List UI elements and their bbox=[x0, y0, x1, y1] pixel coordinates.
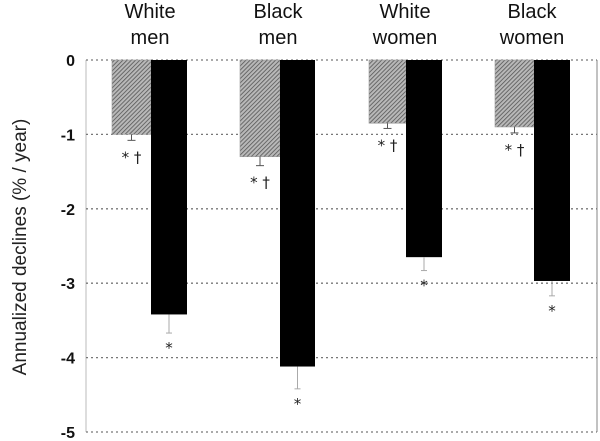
significance-marker: * bbox=[420, 277, 428, 295]
category-label: White bbox=[379, 1, 430, 23]
bar-group: * † * bbox=[239, 59, 315, 413]
y-tick-label: -3 bbox=[61, 276, 75, 293]
significance-marker: * † bbox=[505, 141, 525, 159]
significance-marker: * † bbox=[250, 174, 270, 192]
plot-frame bbox=[85, 60, 598, 432]
hatched-bar bbox=[111, 59, 152, 135]
y-axis-label: Annualized declines (% / year) bbox=[10, 119, 31, 376]
category-label: men bbox=[259, 27, 298, 49]
bar-group: * † * bbox=[111, 59, 187, 357]
category-label: men bbox=[131, 27, 170, 49]
y-tick-label: -2 bbox=[61, 202, 75, 219]
significance-marker: * bbox=[548, 302, 556, 320]
category-label: White bbox=[124, 1, 175, 23]
bars: * † * * † * * † * * † * bbox=[111, 59, 570, 413]
significance-marker: * bbox=[294, 395, 302, 413]
y-tick-label: -1 bbox=[61, 127, 75, 144]
hatched-bar bbox=[494, 59, 535, 128]
solid-bar bbox=[534, 60, 570, 281]
significance-marker: * † bbox=[122, 148, 142, 166]
category-label: women bbox=[499, 27, 564, 49]
bar-group: * † * bbox=[368, 59, 442, 295]
solid-bar bbox=[406, 60, 442, 258]
y-axis-ticks: 0 -1 -2 -3 -4 -5 bbox=[61, 53, 75, 441]
y-tick-label: 0 bbox=[66, 53, 75, 70]
solid-bar bbox=[151, 60, 187, 315]
y-tick-label: -5 bbox=[61, 425, 75, 441]
category-label: women bbox=[372, 27, 437, 49]
category-label: Black bbox=[508, 1, 558, 23]
y-tick-label: -4 bbox=[61, 351, 75, 368]
category-label: Black bbox=[254, 1, 304, 23]
hatched-bar bbox=[239, 59, 281, 158]
bar-group: * † * bbox=[494, 59, 570, 320]
solid-bar bbox=[280, 60, 315, 367]
significance-marker: * bbox=[165, 339, 173, 357]
category-labels: White men Black men White women Black women bbox=[124, 1, 564, 49]
hatched-bar bbox=[368, 59, 407, 124]
significance-marker: * † bbox=[378, 136, 398, 154]
